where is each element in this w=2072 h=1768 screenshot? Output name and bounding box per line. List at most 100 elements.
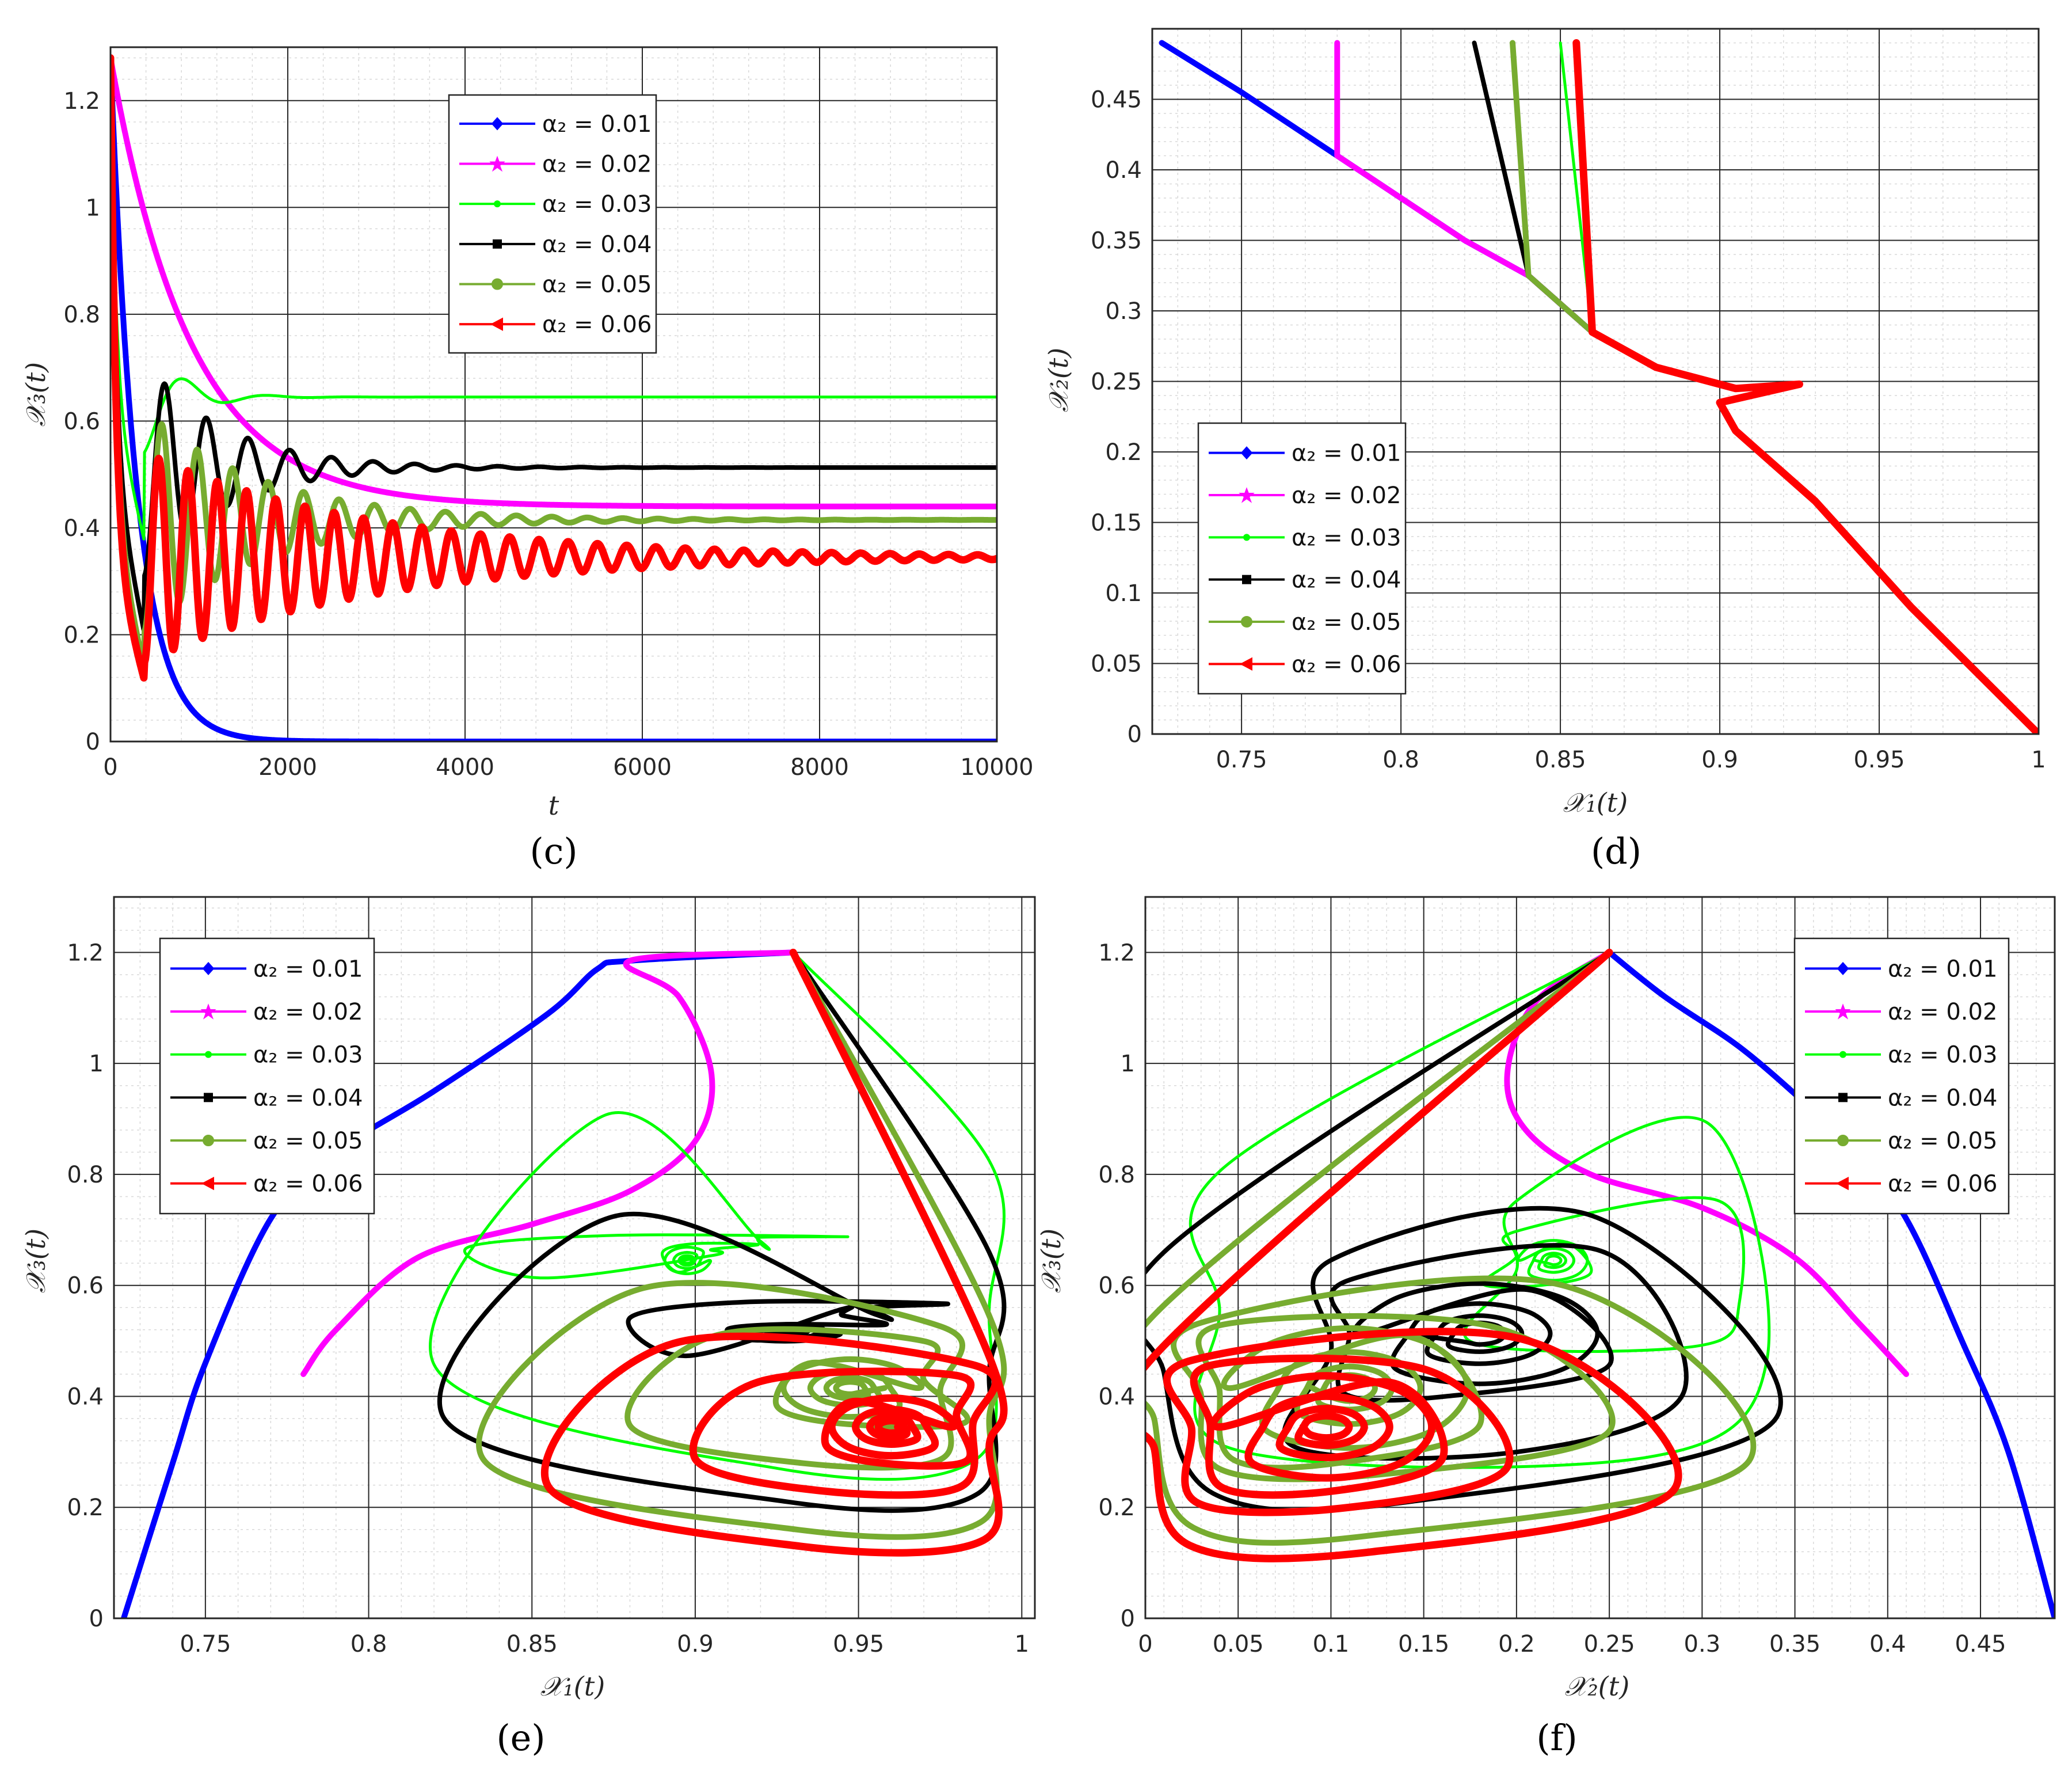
series-line-a003 [1189, 950, 1771, 1469]
y-tick-label: 0.3 [1105, 298, 1142, 325]
y-tick-label: 1.2 [1098, 940, 1135, 966]
panel-d-xlabel: 𝒳₁(t) [1563, 787, 1628, 818]
panel-c-label: (c) [530, 830, 577, 872]
legend-label: α₂ = 0.03 [253, 1042, 363, 1069]
y-tick-label: 0.2 [1098, 1495, 1135, 1521]
y-tick-label: 1 [86, 195, 100, 221]
legend-label: α₂ = 0.06 [542, 311, 652, 338]
legend-marker [203, 1135, 214, 1146]
x-tick-label: 0 [1138, 1631, 1152, 1657]
y-tick-label: 0 [1128, 721, 1142, 748]
legend-marker [205, 1051, 212, 1058]
x-tick-label: 4000 [436, 754, 494, 781]
series-line-a005 [111, 55, 997, 670]
legend-label: α₂ = 0.02 [542, 151, 652, 178]
x-tick-label: 0.9 [677, 1631, 714, 1657]
y-tick-label: 0.8 [1098, 1162, 1135, 1188]
series-line-a004 [111, 55, 997, 633]
panel-d-label: (d) [1591, 830, 1641, 872]
legend-label: α₂ = 0.04 [1292, 567, 1401, 594]
y-tick-label: 0.1 [1105, 580, 1142, 607]
x-tick-label: 8000 [790, 754, 849, 781]
y-tick-label: 0.4 [1098, 1383, 1135, 1410]
y-tick-label: 0.25 [1091, 369, 1142, 396]
legend-marker [1242, 575, 1251, 584]
legend-marker [1835, 1177, 1849, 1191]
x-tick-label: 6000 [613, 754, 672, 781]
legend-marker [494, 200, 501, 208]
panel-d-legend: α₂ = 0.01 α₂ = 0.02 α₂ = 0.03 α₂ = 0.04 α₂ =… [1197, 422, 1407, 695]
x-tick-label: 0.2 [1498, 1631, 1535, 1657]
panel-e-axes-box [113, 896, 1036, 1619]
panel-d-axes-box [1151, 28, 2040, 735]
x-tick-label: 0.75 [180, 1631, 231, 1657]
panel-d-ticks: 0.75 0.8 0.85 0.9 0.95 1 0 0.05 0.1 0.15 0.2 0.25 0.… [1091, 87, 2046, 774]
legend-label: α₂ = 0.04 [253, 1085, 363, 1111]
legend-box [159, 937, 375, 1215]
panel-c-ticks: 0 2000 4000 6000 8000 10000 0 0.2 0.4 0.6 0.8 1 1.2 [63, 88, 1033, 781]
legend-label: α₂ = 0.01 [253, 956, 363, 982]
legend-label: α₂ = 0.05 [1292, 609, 1401, 636]
y-tick-label: 0.6 [1098, 1273, 1135, 1299]
y-tick-label: 0.15 [1091, 510, 1142, 537]
legend-marker [1239, 657, 1252, 671]
y-tick-label: 0.8 [67, 1162, 104, 1188]
legend-label: α₂ = 0.05 [542, 272, 652, 298]
legend-label: α₂ = 0.01 [1888, 956, 1997, 982]
series-line-a004 [1145, 950, 1783, 1513]
legend-marker [1241, 616, 1252, 628]
x-tick-label: 0.45 [1955, 1631, 2006, 1657]
x-tick-label: 0.1 [1313, 1631, 1350, 1657]
legend-marker [490, 317, 503, 331]
panel-c-legend: α₂ = 0.01 α₂ = 0.02 α₂ = 0.03 α₂ = 0.04 α₂ =… [448, 94, 657, 354]
x-tick-label: 2000 [258, 754, 317, 781]
legend-label: α₂ = 0.01 [542, 111, 652, 138]
y-tick-label: 0.4 [63, 515, 100, 542]
series-line-a001 [111, 55, 997, 742]
y-tick-label: 1.2 [63, 88, 100, 115]
series-line-a003 [429, 950, 1006, 1481]
y-tick-label: 0.6 [63, 408, 100, 435]
series-group [111, 54, 997, 742]
legend-marker [1239, 487, 1255, 503]
legend-marker [200, 1003, 216, 1020]
y-tick-label: 0.05 [1091, 651, 1142, 678]
panel-c: 0 2000 4000 6000 8000 1000000.20.40.60.811.2 … [20, 46, 1034, 872]
x-tick-label: 0.75 [1216, 747, 1267, 773]
legend-box [448, 94, 657, 354]
series-line-a003 [1559, 41, 2039, 734]
panel-d-ylabel: 𝒳₂(t) [1043, 348, 1074, 412]
x-tick-label: 0.3 [1684, 1631, 1721, 1657]
series-line-a005 [476, 949, 1007, 1540]
x-tick-label: 0.95 [1853, 747, 1905, 773]
legend-box [1197, 422, 1407, 695]
legend-label: α₂ = 0.04 [1888, 1085, 1997, 1111]
series-line-a006 [1572, 39, 2039, 734]
panel-e-ylabel: 𝒳₃(t) [20, 1229, 51, 1293]
legend-label: α₂ = 0.02 [1292, 482, 1401, 509]
x-tick-label: 0.85 [1535, 747, 1586, 773]
y-tick-label: 0.45 [1091, 87, 1142, 113]
series-group [1159, 39, 2039, 734]
legend-label: α₂ = 0.03 [542, 191, 652, 218]
legend-marker [1240, 446, 1253, 460]
x-tick-label: 0.95 [833, 1631, 884, 1657]
legend-marker [489, 155, 505, 172]
legend-box [1793, 937, 2010, 1215]
x-tick-label: 1 [2031, 747, 2046, 773]
series-line-a006 [111, 54, 997, 682]
x-tick-label: 0.8 [351, 1631, 387, 1657]
x-tick-label: 0.05 [1213, 1631, 1264, 1657]
y-tick-label: 0 [89, 1606, 104, 1632]
panel-e-legend: α₂ = 0.01 α₂ = 0.02 α₂ = 0.03 α₂ = 0.04 α₂ =… [159, 937, 375, 1215]
panel-f-axes-box [1144, 896, 2056, 1619]
panel-e: 0.75 0.8 0.85 0.9 0.95 1 0 0.2 0.4 0.6 0.8 1 1.2 α₂ … [20, 896, 1036, 1759]
panel-f-label: (f) [1536, 1717, 1577, 1759]
y-tick-label: 0.35 [1091, 228, 1142, 254]
panel-f-ylabel: 𝒳₃(t) [1035, 1229, 1067, 1293]
legend-label: α₂ = 0.03 [1888, 1042, 1997, 1069]
legend-label: α₂ = 0.05 [1888, 1128, 1997, 1154]
y-tick-label: 1 [1121, 1051, 1135, 1077]
y-tick-label: 0.4 [1105, 157, 1142, 184]
legend-label: α₂ = 0.06 [253, 1171, 363, 1197]
